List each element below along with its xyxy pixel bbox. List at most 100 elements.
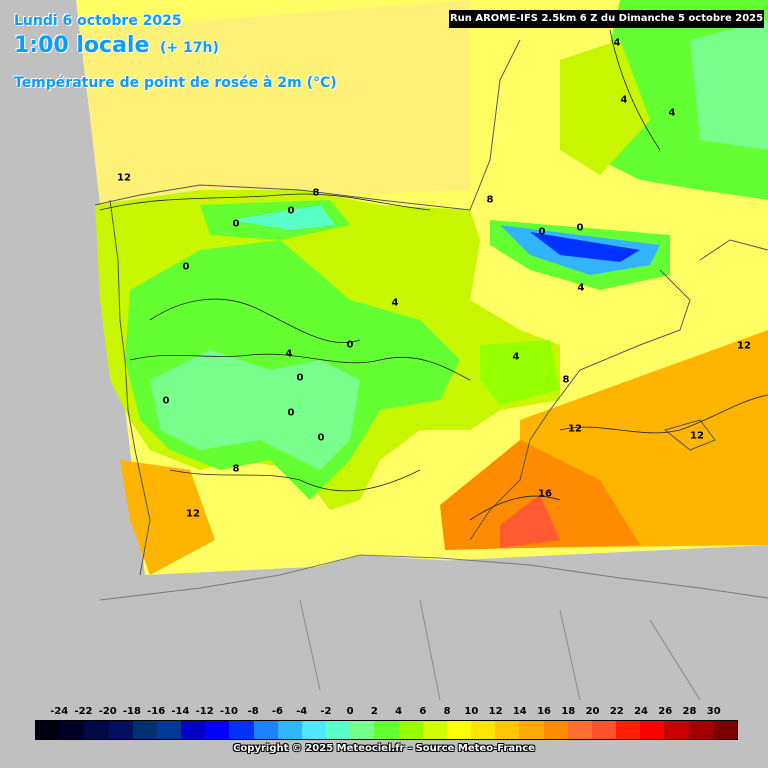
legend-tick-label: 12: [488, 706, 503, 717]
contour-label: 8: [562, 374, 570, 386]
parameter-title: Température de point de rosée à 2m (°C): [14, 75, 337, 91]
contour-label: 0: [538, 226, 546, 238]
legend-tick-label: -16: [147, 706, 166, 717]
contour-label: 0: [287, 407, 295, 419]
legend-tick-label: -24: [50, 706, 69, 717]
contour-label: 0: [346, 339, 354, 351]
contour-label: 0: [182, 261, 190, 273]
hot-core: [500, 495, 560, 548]
legend-swatch: [616, 721, 641, 739]
contour-label: 8: [232, 463, 240, 475]
contour-label: 0: [162, 395, 170, 407]
contour-8-north: [99, 193, 431, 211]
legend-swatch: [567, 721, 592, 739]
legend-swatch: [688, 721, 713, 739]
france-lime: [560, 40, 650, 175]
legend-tick-label: 8: [443, 706, 451, 717]
contour-label: 16: [538, 488, 552, 500]
legend-swatch: [253, 721, 278, 739]
legend-tick-label: -20: [98, 706, 117, 717]
contour-label: 0: [576, 222, 584, 234]
contour-label: 0: [232, 218, 240, 230]
legend-swatch: [277, 721, 302, 739]
legend-swatch: [84, 721, 109, 739]
contour-label: 4: [668, 107, 676, 119]
legend-swatch: [326, 721, 351, 739]
legend-tick-label: 26: [658, 706, 673, 717]
legend-tick-label: -18: [122, 706, 141, 717]
pyrenees-darkblue: [530, 232, 640, 262]
legend-tick-label: 10: [464, 706, 479, 717]
legend-swatch: [446, 721, 472, 739]
legend-tick-label: 14: [512, 706, 527, 717]
legend-tick-label: -8: [247, 706, 259, 717]
legend-tick-label: 22: [609, 706, 624, 717]
contour-label: 4: [391, 297, 399, 309]
forecast-time: 1:00 locale: [14, 33, 150, 58]
legend-swatch: [591, 721, 617, 739]
legend-tick-label: -10: [219, 706, 238, 717]
contour-0-west: [149, 298, 361, 344]
legend-swatch: [664, 721, 689, 739]
north-africa: [100, 555, 768, 768]
legend-swatch: [132, 721, 157, 739]
ebro-green: [480, 340, 560, 405]
contour-label: 0: [296, 372, 304, 384]
legend-swatch: [422, 721, 447, 739]
legend-swatch: [60, 721, 85, 739]
legend-tick-label: -12: [195, 706, 214, 717]
legend-tick-label: 0: [346, 706, 354, 717]
forecast-date: Lundi 6 octobre 2025: [14, 13, 182, 29]
legend-tick-label: 30: [706, 706, 721, 717]
legend-swatch: [640, 721, 665, 739]
contour-16-se: [469, 495, 561, 521]
legend-tick-label: 18: [561, 706, 576, 717]
coastline-portugal: [109, 199, 151, 576]
contour-label: 4: [512, 351, 520, 363]
legend-tick-label: -6: [271, 706, 283, 717]
legend-tick-label: 20: [585, 706, 600, 717]
contour-label: 4: [620, 94, 628, 106]
contour-4-center: [129, 353, 471, 381]
legend-swatch: [205, 721, 230, 739]
coastline-north: [94, 39, 521, 211]
legend-tick-label: 2: [370, 706, 378, 717]
cantabrian-cold: [230, 205, 335, 230]
iberia-cool-green: [150, 350, 360, 470]
legend-swatch: [519, 721, 544, 739]
contour-label: 0: [317, 432, 325, 444]
color-scale-legend: [35, 720, 738, 740]
contour-label: 12: [690, 430, 704, 442]
legend-tick-label: -4: [296, 706, 308, 717]
coastline-gulf-lion: [699, 239, 768, 261]
legend-tick-label: -14: [171, 706, 190, 717]
contour-4-france: [609, 29, 661, 151]
legend-swatch: [374, 721, 399, 739]
legend-swatch: [36, 721, 61, 739]
legend-swatch: [495, 721, 520, 739]
legend-swatch: [301, 721, 327, 739]
alps-green: [690, 20, 768, 150]
legend-tick-label: 16: [537, 706, 552, 717]
legend-tick-label: -2: [320, 706, 332, 717]
legend-swatch: [543, 721, 568, 739]
contour-label: 12: [186, 508, 200, 520]
legend-swatch: [350, 721, 375, 739]
balearic-mallorca: [663, 419, 716, 451]
legend-tick-label: -22: [74, 706, 93, 717]
contour-12-east: [559, 394, 768, 434]
legend-swatch: [712, 721, 737, 739]
atlantic-light: [80, 0, 470, 205]
legend-swatch: [181, 721, 206, 739]
contour-label: 4: [285, 348, 293, 360]
contour-label: 12: [117, 172, 131, 184]
north-africa-coast: [99, 554, 768, 601]
contour-label: 0: [287, 205, 295, 217]
forecast-lead: (+ 17h): [160, 40, 219, 56]
legend-swatch: [156, 721, 182, 739]
contour-8-south: [169, 469, 421, 492]
legend-ticks: -24 -22 -20 -18 -16 -14 -12 -10 -8 -6 -4 -2 0 2 4 6 8 10 1…: [35, 706, 738, 718]
legend-tick-label: 28: [682, 706, 697, 717]
coastline-east: [469, 269, 691, 541]
